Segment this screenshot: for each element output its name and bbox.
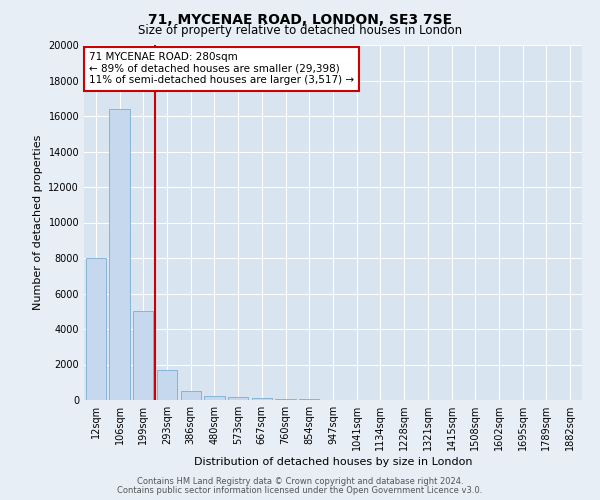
Text: Contains HM Land Registry data © Crown copyright and database right 2024.: Contains HM Land Registry data © Crown c… [137, 477, 463, 486]
Bar [133, 311, 154, 400]
Bar [86, 258, 106, 400]
Bar [181, 391, 201, 400]
Bar [228, 398, 248, 400]
Bar [205, 396, 224, 400]
Text: 71, MYCENAE ROAD, LONDON, SE3 7SE: 71, MYCENAE ROAD, LONDON, SE3 7SE [148, 12, 452, 26]
Bar [252, 398, 272, 400]
Bar [275, 398, 296, 400]
Text: Contains public sector information licensed under the Open Government Licence v3: Contains public sector information licen… [118, 486, 482, 495]
Bar [109, 109, 130, 400]
Text: 71 MYCENAE ROAD: 280sqm
← 89% of detached houses are smaller (29,398)
11% of sem: 71 MYCENAE ROAD: 280sqm ← 89% of detache… [89, 52, 354, 86]
X-axis label: Distribution of detached houses by size in London: Distribution of detached houses by size … [194, 458, 472, 468]
Bar [157, 370, 177, 400]
Text: Size of property relative to detached houses in London: Size of property relative to detached ho… [138, 24, 462, 37]
Bar [299, 399, 319, 400]
Y-axis label: Number of detached properties: Number of detached properties [33, 135, 43, 310]
